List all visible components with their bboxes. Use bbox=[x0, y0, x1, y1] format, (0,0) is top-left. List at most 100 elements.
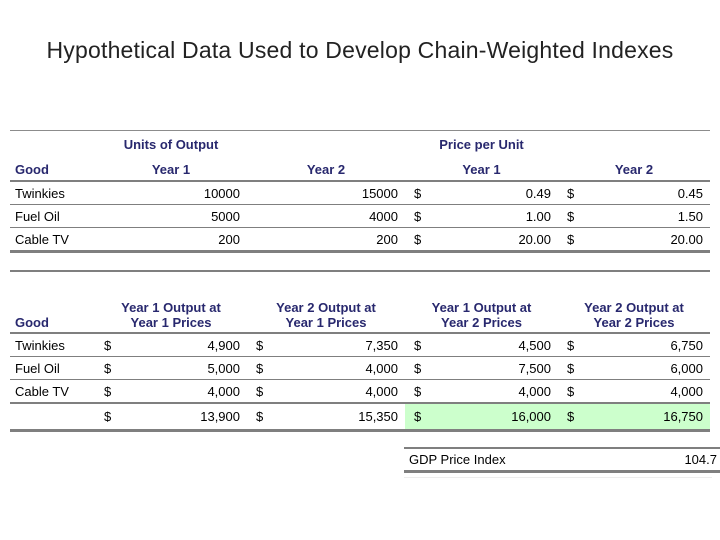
total-y2out-y2prices-highlighted: $16,750 bbox=[558, 404, 710, 429]
units-of-output-header: Units of Output bbox=[123, 137, 219, 152]
amount: 4,000 bbox=[518, 383, 551, 399]
value-cell: $4,000 bbox=[247, 357, 405, 379]
good-column-header: Good bbox=[15, 315, 49, 330]
y1-output-y2-prices-header: Year 1 Output at Year 2 Prices bbox=[405, 274, 558, 332]
currency-symbol: $ bbox=[567, 360, 575, 376]
units-y1-cell: 200 bbox=[218, 231, 240, 247]
amount: 4,000 bbox=[365, 383, 398, 399]
value-cell: $6,000 bbox=[558, 357, 710, 379]
units-y1-cell: 5000 bbox=[211, 208, 240, 224]
table-row: Cable TV 200 200 $20.00 $20.00 bbox=[10, 228, 710, 253]
table-row: Twinkies $4,900 $7,350 $4,500 $6,750 bbox=[10, 334, 710, 357]
good-name-cell: Twinkies bbox=[15, 185, 65, 201]
y2-output-y1-prices-header: Year 2 Output at Year 1 Prices bbox=[247, 274, 405, 332]
currency-symbol: $ bbox=[567, 337, 575, 353]
price-value: 1.50 bbox=[677, 208, 703, 224]
price-value: 0.45 bbox=[677, 185, 703, 201]
total-y1out-y1prices: $13,900 bbox=[95, 404, 247, 429]
amount: 4,000 bbox=[670, 383, 703, 399]
amount: 16,750 bbox=[663, 409, 703, 424]
spacer-cell bbox=[558, 131, 710, 158]
table1-group-header-row: Units of Output Price per Unit bbox=[10, 131, 710, 158]
currency-symbol: $ bbox=[414, 383, 422, 399]
units-y1-cell: 10000 bbox=[203, 185, 240, 201]
header-line: Year 2 Prices bbox=[441, 315, 522, 330]
price-value: 0.49 bbox=[525, 185, 551, 201]
currency-symbol: $ bbox=[104, 337, 112, 353]
amount: 6,750 bbox=[670, 337, 703, 353]
good-column-header: Good bbox=[15, 161, 49, 177]
price-y2-cell: $0.45 bbox=[558, 182, 710, 204]
totals-row: $13,900 $15,350 $16,000 $16,750 bbox=[10, 404, 710, 432]
amount: 4,000 bbox=[365, 360, 398, 376]
gdp-price-index-value: 104.7 bbox=[684, 452, 717, 467]
spacer-cell bbox=[247, 131, 405, 158]
currency-symbol: $ bbox=[256, 360, 264, 376]
header-line: Year 1 Output at bbox=[121, 300, 221, 315]
price-value: 20.00 bbox=[518, 231, 551, 247]
faint-divider bbox=[404, 477, 712, 478]
value-cell: $4,000 bbox=[95, 380, 247, 402]
value-cell: $4,000 bbox=[558, 380, 710, 402]
units-price-table: Units of Output Price per Unit Good Year… bbox=[10, 130, 710, 253]
empty-total-label-cell bbox=[10, 404, 95, 429]
header-line: Year 2 Output at bbox=[276, 300, 376, 315]
header-line: Year 1 Output at bbox=[431, 300, 532, 315]
price-value: 20.00 bbox=[670, 231, 703, 247]
currency-symbol: $ bbox=[414, 360, 422, 376]
currency-symbol: $ bbox=[104, 360, 112, 376]
currency-symbol: $ bbox=[567, 383, 575, 399]
y2-output-y2-prices-header: Year 2 Output at Year 2 Prices bbox=[558, 274, 710, 332]
currency-symbol: $ bbox=[414, 337, 422, 353]
currency-symbol: $ bbox=[414, 208, 422, 224]
price-year1-header: Year 1 bbox=[462, 161, 501, 177]
amount: 15,350 bbox=[358, 409, 398, 424]
price-y2-cell: $1.50 bbox=[558, 205, 710, 227]
amount: 13,900 bbox=[200, 409, 240, 424]
table-row: Cable TV $4,000 $4,000 $4,000 $4,000 bbox=[10, 380, 710, 404]
good-name-cell: Cable TV bbox=[15, 383, 69, 399]
amount: 5,000 bbox=[207, 360, 240, 376]
value-cell: $4,000 bbox=[247, 380, 405, 402]
amount: 4,500 bbox=[518, 337, 551, 353]
table2-column-header-row: Good Year 1 Output at Year 1 Prices Year… bbox=[10, 272, 710, 334]
currency-symbol: $ bbox=[104, 383, 112, 399]
table1-column-header-row: Good Year 1 Year 2 Year 1 Year 2 bbox=[10, 158, 710, 182]
amount: 16,000 bbox=[511, 409, 551, 424]
units-year1-header: Year 1 bbox=[151, 161, 191, 177]
currency-symbol: $ bbox=[414, 409, 422, 424]
value-cell: $7,350 bbox=[247, 334, 405, 356]
table-row: Twinkies 10000 15000 $0.49 $0.45 bbox=[10, 182, 710, 205]
amount: 7,350 bbox=[365, 337, 398, 353]
value-cell: $7,500 bbox=[405, 357, 558, 379]
value-cell: $4,500 bbox=[405, 334, 558, 356]
amount: 4,900 bbox=[207, 337, 240, 353]
units-year2-header: Year 2 bbox=[306, 161, 346, 177]
price-value: 1.00 bbox=[525, 208, 551, 224]
header-line: Year 2 Output at bbox=[584, 300, 684, 315]
header-line: Year 2 Prices bbox=[593, 315, 675, 330]
currency-symbol: $ bbox=[567, 208, 575, 224]
value-cell: $4,900 bbox=[95, 334, 247, 356]
currency-symbol: $ bbox=[256, 409, 264, 424]
price-per-unit-header: Price per Unit bbox=[439, 137, 524, 152]
currency-symbol: $ bbox=[414, 231, 422, 247]
currency-symbol: $ bbox=[567, 231, 575, 247]
page-title: Hypothetical Data Used to Develop Chain-… bbox=[46, 37, 674, 63]
amount: 4,000 bbox=[207, 383, 240, 399]
output-valuation-table: Good Year 1 Output at Year 1 Prices Year… bbox=[10, 270, 710, 432]
price-year2-header: Year 2 bbox=[614, 161, 654, 177]
units-y2-cell: 200 bbox=[376, 231, 398, 247]
good-name-cell: Cable TV bbox=[15, 231, 69, 247]
header-line: Year 1 Prices bbox=[285, 315, 367, 330]
currency-symbol: $ bbox=[414, 185, 422, 201]
total-y1out-y2prices-highlighted: $16,000 bbox=[405, 404, 558, 429]
price-y1-cell: $1.00 bbox=[405, 205, 558, 227]
currency-symbol: $ bbox=[567, 185, 575, 201]
good-name-cell: Fuel Oil bbox=[15, 360, 60, 376]
value-cell: $5,000 bbox=[95, 357, 247, 379]
price-y2-cell: $20.00 bbox=[558, 228, 710, 250]
currency-symbol: $ bbox=[567, 409, 575, 424]
table-row: Fuel Oil 5000 4000 $1.00 $1.50 bbox=[10, 205, 710, 228]
value-cell: $4,000 bbox=[405, 380, 558, 402]
